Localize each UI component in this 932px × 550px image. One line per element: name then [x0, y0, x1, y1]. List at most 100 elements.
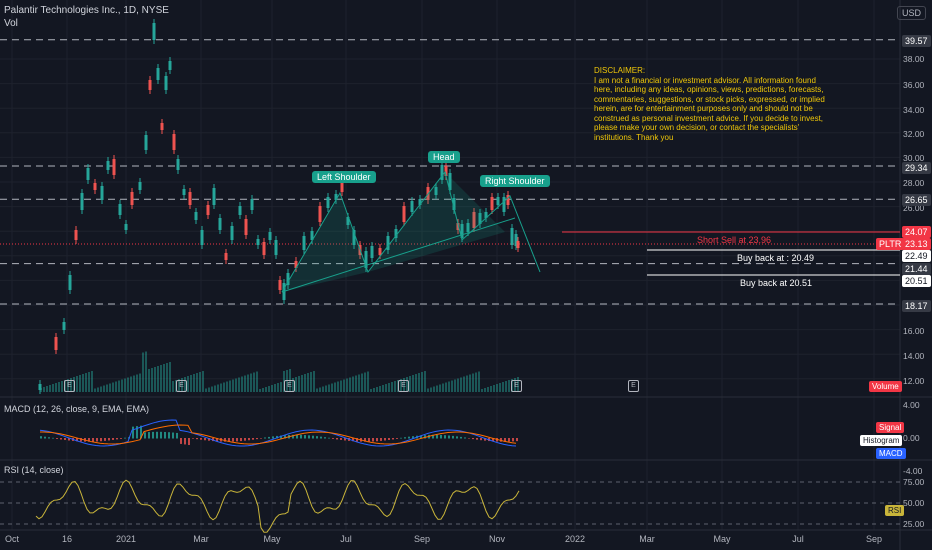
volume-bar — [49, 385, 51, 392]
price-tag-short: 24.07 — [902, 226, 931, 238]
macd-histogram-bar — [380, 438, 382, 441]
macd-histogram-bar — [316, 436, 318, 439]
candle-body — [274, 240, 278, 255]
volume-bar — [106, 384, 108, 392]
pattern-left-shoulder — [282, 193, 368, 292]
price-axis-label: 12.00 — [903, 376, 925, 386]
macd-histogram-bar — [464, 437, 466, 439]
time-axis-label: 2021 — [115, 534, 137, 544]
volume-bar — [103, 385, 105, 392]
volume-bar — [193, 374, 195, 392]
currency-button[interactable]: USD — [896, 6, 926, 20]
macd-histogram-bar — [228, 438, 230, 442]
volume-bar — [100, 386, 102, 392]
volume-bar — [259, 389, 261, 392]
volume-bar — [298, 376, 300, 392]
macd-histogram-bar — [216, 438, 218, 442]
volume-legend[interactable]: Vol — [4, 18, 18, 29]
macd-histogram-bar — [368, 438, 370, 442]
volume-bar — [112, 382, 114, 392]
price-tag-20-51: 20.51 — [902, 275, 931, 287]
macd-histogram-bar — [88, 438, 90, 442]
buy-back-label-1[interactable]: Buy back at : 20.49 — [737, 253, 815, 263]
macd-histogram-bar — [440, 434, 442, 439]
macd-histogram-bar — [148, 432, 150, 439]
price-axis-label: 26.00 — [903, 203, 925, 213]
candle-body — [262, 242, 266, 255]
volume-bar — [217, 384, 219, 392]
head-label[interactable]: Head — [428, 151, 460, 163]
earnings-marker[interactable]: E — [284, 380, 295, 392]
earnings-marker[interactable]: E — [628, 380, 639, 392]
rsi-title[interactable]: RSI (14, close) — [4, 465, 64, 475]
macd-histogram-bar — [340, 438, 342, 440]
macd-histogram-bar — [404, 437, 406, 439]
candle-body — [144, 135, 148, 150]
candle-body — [118, 204, 122, 215]
volume-bar — [487, 387, 489, 392]
short-sell-label[interactable]: Short Sell at 23.96 — [697, 235, 772, 245]
volume-bar — [307, 373, 309, 392]
right-shoulder-label[interactable]: Right Shoulder — [480, 175, 550, 187]
candle-body — [182, 189, 186, 195]
candle-body — [334, 194, 338, 200]
volume-bar — [448, 381, 450, 392]
volume-bar — [367, 371, 369, 392]
pltr-symbol-tag: PLTR — [876, 238, 905, 250]
volume-bar — [325, 385, 327, 392]
candle-body — [156, 68, 160, 80]
macd-histogram-bar — [432, 434, 434, 439]
earnings-marker[interactable]: E — [176, 380, 187, 392]
earnings-marker[interactable]: E — [64, 380, 75, 392]
buy-back-label-2[interactable]: Buy back at 20.51 — [740, 278, 813, 288]
volume-bar — [424, 371, 426, 392]
volume-bar — [187, 376, 189, 392]
left-shoulder-label[interactable]: Left Shoulder — [312, 171, 376, 183]
macd-histogram-bar — [240, 438, 242, 442]
candle-body — [250, 199, 254, 210]
volume-bar — [172, 381, 174, 392]
volume-bar — [400, 379, 402, 392]
volume-bar — [286, 370, 288, 392]
earnings-marker[interactable]: E — [511, 380, 522, 392]
volume-bar — [349, 377, 351, 392]
volume-bar — [517, 377, 519, 392]
macd-histogram-bar — [144, 432, 146, 439]
macd-title[interactable]: MACD (12, 26, close, 9, EMA, EMA) — [4, 404, 150, 414]
price-axis-label: 30.00 — [903, 153, 925, 163]
symbol-title[interactable]: Palantir Technologies Inc., 1D, NYSE — [4, 5, 169, 16]
volume-bar — [484, 388, 486, 392]
volume-bar — [184, 377, 186, 392]
signal-line — [40, 424, 517, 445]
volume-bar — [514, 378, 516, 392]
volume-bar — [373, 388, 375, 392]
volume-bar — [451, 380, 453, 392]
volume-bar — [394, 381, 396, 392]
candle-body — [378, 248, 382, 255]
volume-bar — [79, 375, 81, 392]
volume-bar — [508, 380, 510, 392]
candle-body — [402, 206, 406, 222]
earnings-marker[interactable]: E — [398, 380, 409, 392]
volume-bar — [493, 385, 495, 392]
volume-bar — [511, 379, 513, 392]
volume-bar — [268, 386, 270, 392]
volume-bar — [406, 377, 408, 392]
macd-histogram-bar — [268, 436, 270, 439]
macd-histogram-bar — [420, 435, 422, 439]
candle-body — [172, 134, 176, 150]
volume-bar — [181, 378, 183, 392]
volume-bar — [352, 376, 354, 392]
candle-body — [106, 161, 110, 170]
macd-histogram-bar — [40, 436, 42, 439]
time-axis-label: 2022 — [564, 534, 586, 544]
macd-histogram-bar — [292, 434, 294, 439]
price-axis-label: 16.00 — [903, 326, 925, 336]
volume-bar — [388, 383, 390, 392]
volume-bar — [199, 372, 201, 392]
volume-bar — [91, 371, 93, 392]
volume-bar — [244, 375, 246, 392]
volume-bar — [463, 376, 465, 392]
volume-bar — [385, 384, 387, 392]
